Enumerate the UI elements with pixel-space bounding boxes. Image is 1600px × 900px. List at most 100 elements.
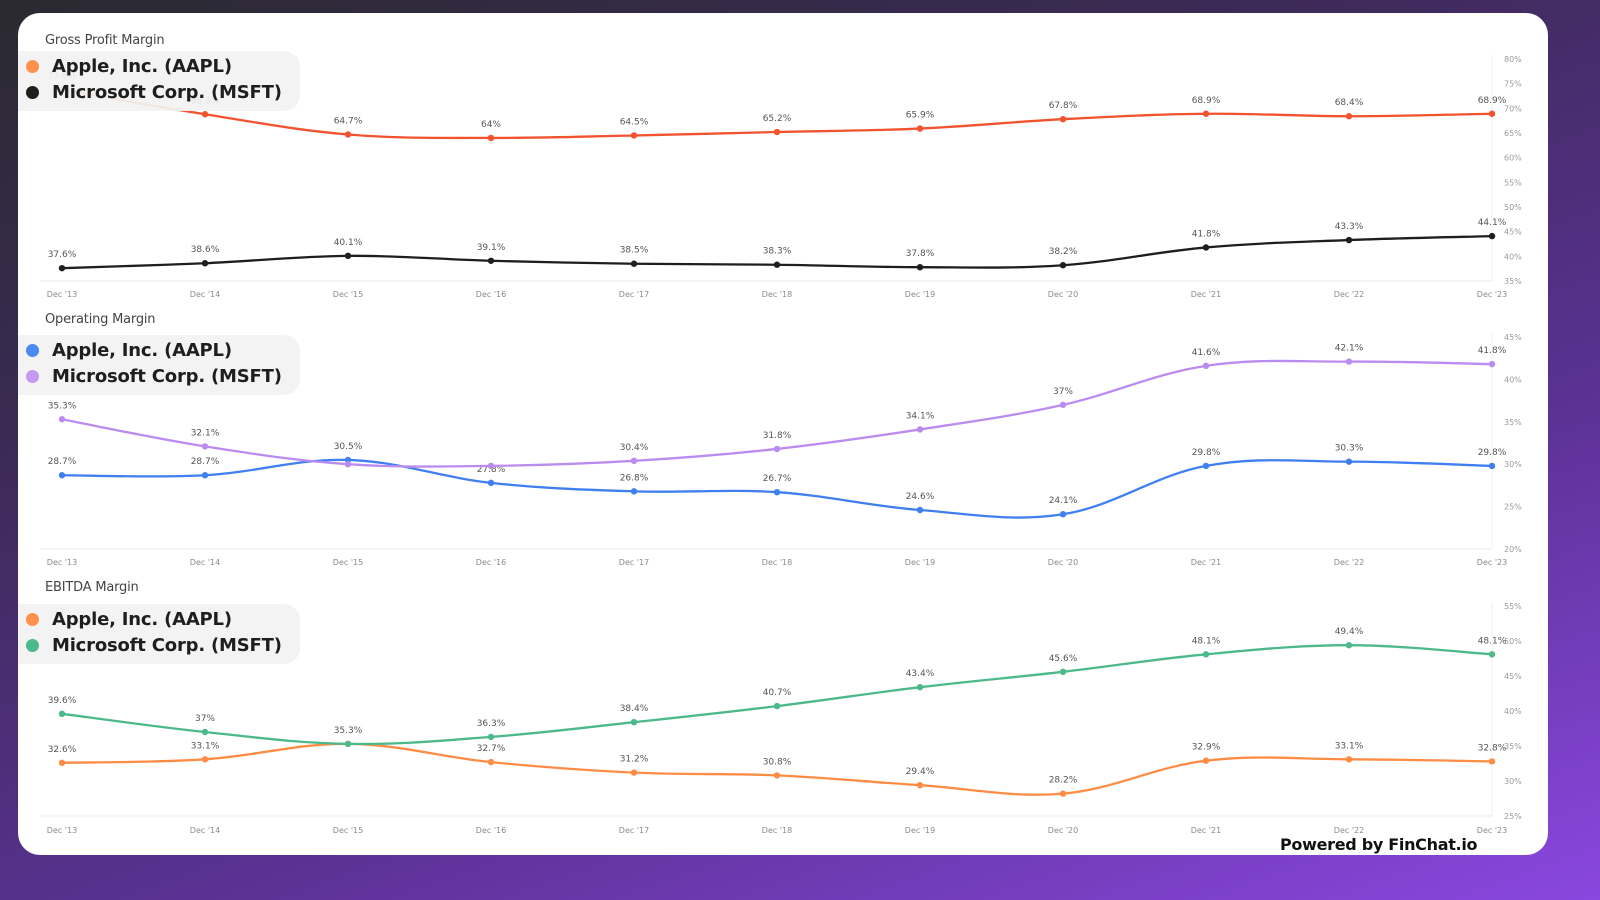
data-point[interactable] <box>201 443 209 450</box>
legend-item-aapl[interactable]: Apple, Inc. (AAPL) <box>18 53 300 79</box>
data-label: 40.7% <box>763 688 792 698</box>
data-label: 39.6% <box>48 696 77 706</box>
data-label: 68.9% <box>1192 96 1221 106</box>
data-point[interactable] <box>916 782 924 789</box>
data-label: 30.8% <box>763 757 792 767</box>
data-point[interactable] <box>58 759 66 766</box>
data-point[interactable] <box>1488 462 1496 470</box>
data-label: 64.5% <box>620 117 649 127</box>
data-point[interactable] <box>487 134 495 142</box>
data-point[interactable] <box>1202 362 1210 370</box>
data-point[interactable] <box>1202 651 1210 658</box>
data-point[interactable] <box>916 125 924 132</box>
y-tick-label: 35% <box>1504 418 1522 427</box>
x-tick-label: Dec '15 <box>333 558 363 567</box>
data-point[interactable] <box>773 261 781 268</box>
data-point[interactable] <box>630 457 638 465</box>
data-label: 65.2% <box>763 114 792 124</box>
x-tick-label: Dec '19 <box>905 290 935 299</box>
data-point[interactable] <box>1345 113 1353 120</box>
data-point[interactable] <box>1488 110 1496 117</box>
data-label: 30.4% <box>620 443 649 453</box>
data-label: 32.8% <box>1478 743 1507 753</box>
data-point[interactable] <box>630 769 638 776</box>
data-point[interactable] <box>1488 758 1496 765</box>
data-point[interactable] <box>773 128 781 136</box>
legend-item-msft[interactable]: Microsoft Corp. (MSFT) <box>18 79 300 105</box>
x-tick-label: Dec '18 <box>762 290 792 299</box>
powered-by-finchat: Powered by FinChat.io <box>1280 835 1478 854</box>
data-point[interactable] <box>344 131 352 138</box>
data-point[interactable] <box>58 472 66 479</box>
data-label: 38.4% <box>620 704 649 714</box>
x-tick-label: Dec '19 <box>905 826 935 835</box>
data-point[interactable] <box>630 260 638 267</box>
data-point[interactable] <box>773 702 781 710</box>
data-point[interactable] <box>1202 462 1210 470</box>
data-point[interactable] <box>1202 244 1210 251</box>
data-point[interactable] <box>487 479 495 487</box>
data-point[interactable] <box>916 426 924 433</box>
data-point[interactable] <box>58 264 66 272</box>
data-point[interactable] <box>344 252 352 260</box>
data-label: 48.1% <box>1478 636 1507 646</box>
data-point[interactable] <box>1059 668 1067 675</box>
data-label: 45.6% <box>1049 654 1078 664</box>
legend-item-aapl[interactable]: Apple, Inc. (AAPL) <box>18 337 300 363</box>
data-point[interactable] <box>630 488 638 495</box>
data-point[interactable] <box>916 263 924 271</box>
data-point[interactable] <box>916 506 924 514</box>
x-tick-label: Dec '15 <box>333 290 363 299</box>
data-point[interactable] <box>1059 790 1067 797</box>
x-tick-label: Dec '13 <box>47 826 77 835</box>
data-point[interactable] <box>1202 757 1210 764</box>
data-point[interactable] <box>773 772 781 779</box>
data-point[interactable] <box>630 132 638 139</box>
data-point[interactable] <box>1059 401 1067 409</box>
data-point[interactable] <box>201 260 209 267</box>
data-point[interactable] <box>1488 232 1496 240</box>
data-point[interactable] <box>1345 236 1353 244</box>
data-point[interactable] <box>630 719 638 726</box>
data-point[interactable] <box>201 728 209 736</box>
data-point[interactable] <box>1345 458 1353 465</box>
x-tick-label: Dec '17 <box>619 826 649 835</box>
data-point[interactable] <box>344 461 352 468</box>
data-label: 29.8% <box>1478 448 1507 458</box>
legend-operating-margin: Apple, Inc. (AAPL) Microsoft Corp. (MSFT… <box>18 335 300 395</box>
data-point[interactable] <box>487 257 495 264</box>
data-point[interactable] <box>201 756 209 763</box>
data-point[interactable] <box>916 684 924 691</box>
chart-title-operating-margin: Operating Margin <box>45 312 156 327</box>
data-point[interactable] <box>1488 651 1496 658</box>
data-point[interactable] <box>1059 262 1067 269</box>
data-point[interactable] <box>1059 511 1067 518</box>
legend-gross-margin: Apple, Inc. (AAPL) Microsoft Corp. (MSFT… <box>18 51 300 111</box>
data-point[interactable] <box>487 462 495 470</box>
y-tick-label: 55% <box>1504 178 1522 187</box>
data-point[interactable] <box>1345 642 1353 649</box>
data-label: 26.8% <box>620 473 649 483</box>
data-label: 37% <box>195 714 215 724</box>
data-point[interactable] <box>1488 360 1496 368</box>
data-point[interactable] <box>1345 756 1353 763</box>
data-point[interactable] <box>201 472 209 479</box>
legend-item-msft[interactable]: Microsoft Corp. (MSFT) <box>18 363 300 389</box>
x-tick-label: Dec '16 <box>476 290 506 299</box>
legend-item-msft[interactable]: Microsoft Corp. (MSFT) <box>18 632 300 658</box>
data-point[interactable] <box>344 740 352 748</box>
x-tick-label: Dec '22 <box>1334 290 1364 299</box>
data-point[interactable] <box>201 111 209 118</box>
data-point[interactable] <box>1202 110 1210 117</box>
data-point[interactable] <box>773 488 781 496</box>
data-point[interactable] <box>773 445 781 453</box>
data-point[interactable] <box>58 710 66 717</box>
data-point[interactable] <box>1345 358 1353 365</box>
data-point[interactable] <box>58 416 66 423</box>
data-point[interactable] <box>487 733 495 741</box>
data-point[interactable] <box>1059 115 1067 123</box>
data-label: 36.3% <box>477 719 506 729</box>
data-label: 68.4% <box>1335 98 1364 108</box>
data-point[interactable] <box>487 758 495 766</box>
legend-item-aapl[interactable]: Apple, Inc. (AAPL) <box>18 606 300 632</box>
